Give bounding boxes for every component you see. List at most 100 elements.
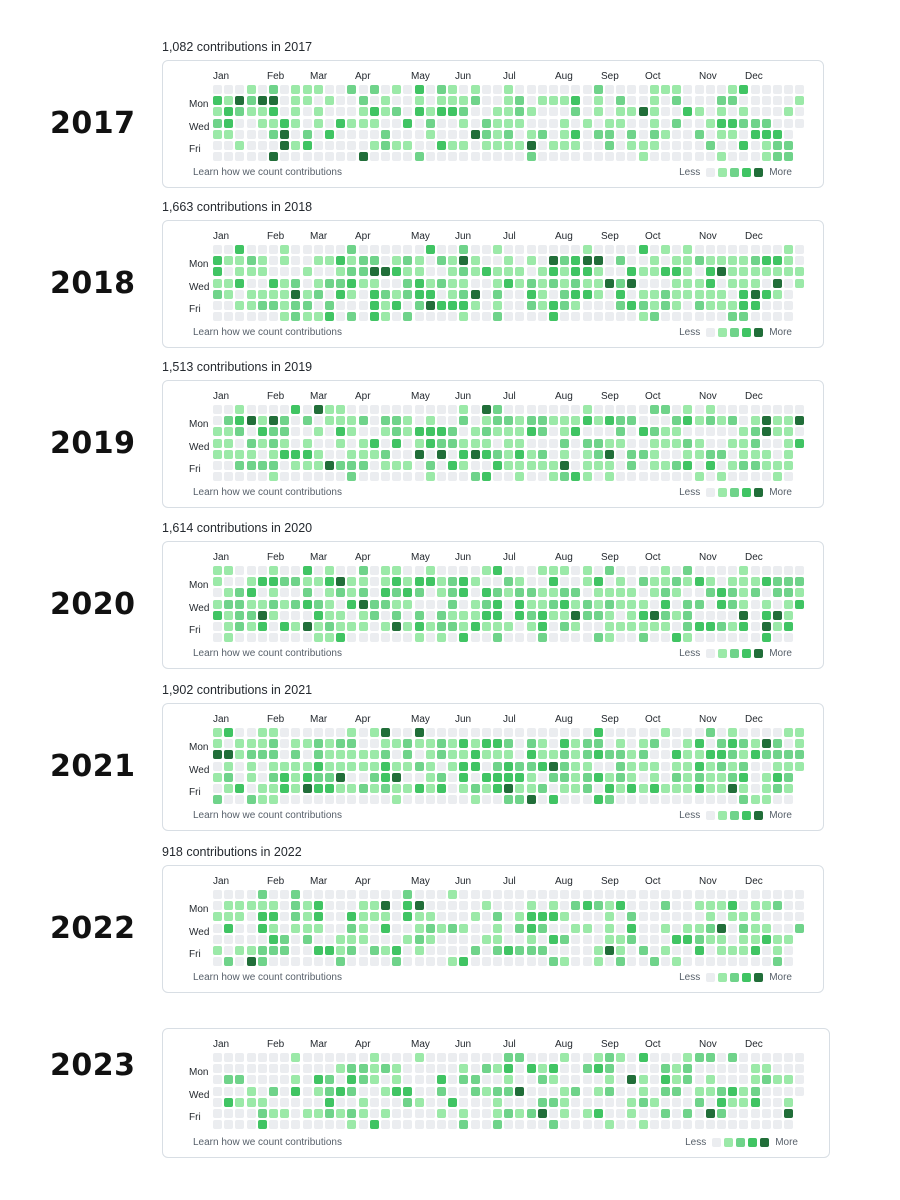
- contribution-day[interactable]: [661, 245, 670, 254]
- contribution-day[interactable]: [302, 129, 312, 139]
- contribution-day[interactable]: [638, 1086, 648, 1096]
- contribution-day[interactable]: [403, 633, 413, 643]
- contribution-day[interactable]: [235, 245, 245, 254]
- contribution-day[interactable]: [325, 761, 334, 771]
- contribution-day[interactable]: [470, 1053, 480, 1062]
- contribution-day[interactable]: [705, 449, 715, 459]
- contribution-day[interactable]: [705, 946, 715, 955]
- contribution-day[interactable]: [269, 312, 278, 322]
- contribution-day[interactable]: [358, 772, 368, 782]
- contribution-day[interactable]: [493, 1120, 502, 1130]
- contribution-day[interactable]: [683, 438, 693, 448]
- contribution-day[interactable]: [705, 289, 715, 299]
- contribution-day[interactable]: [761, 472, 771, 482]
- contribution-day[interactable]: [549, 289, 558, 299]
- contribution-day[interactable]: [269, 129, 278, 139]
- contribution-day[interactable]: [358, 577, 368, 587]
- contribution-day[interactable]: [773, 1109, 782, 1118]
- contribution-day[interactable]: [302, 633, 312, 643]
- contribution-day[interactable]: [694, 728, 704, 737]
- contribution-day[interactable]: [616, 1120, 626, 1130]
- contribution-day[interactable]: [381, 245, 390, 254]
- contribution-day[interactable]: [593, 427, 603, 437]
- contribution-day[interactable]: [761, 901, 771, 911]
- contribution-day[interactable]: [414, 152, 424, 162]
- contribution-day[interactable]: [750, 267, 760, 277]
- contribution-day[interactable]: [784, 107, 794, 117]
- contribution-day[interactable]: [571, 129, 581, 139]
- contribution-day[interactable]: [582, 923, 592, 933]
- contribution-day[interactable]: [616, 1097, 626, 1107]
- contribution-day[interactable]: [728, 301, 738, 310]
- contribution-day[interactable]: [358, 610, 368, 620]
- contribution-day[interactable]: [325, 946, 334, 955]
- contribution-day[interactable]: [582, 784, 592, 793]
- contribution-day[interactable]: [459, 85, 469, 94]
- contribution-day[interactable]: [526, 129, 536, 139]
- contribution-day[interactable]: [448, 912, 458, 922]
- contribution-day[interactable]: [403, 750, 413, 760]
- contribution-day[interactable]: [717, 461, 726, 470]
- contribution-day[interactable]: [784, 301, 794, 310]
- contribution-day[interactable]: [593, 472, 603, 482]
- contribution-day[interactable]: [672, 449, 682, 459]
- contribution-day[interactable]: [336, 312, 346, 322]
- contribution-day[interactable]: [437, 289, 446, 299]
- contribution-day[interactable]: [739, 566, 749, 575]
- contribution-day[interactable]: [605, 923, 614, 933]
- contribution-day[interactable]: [571, 416, 581, 426]
- contribution-day[interactable]: [369, 739, 379, 749]
- contribution-day[interactable]: [392, 750, 402, 760]
- contribution-day[interactable]: [784, 610, 794, 620]
- contribution-day[interactable]: [504, 610, 514, 620]
- contribution-day[interactable]: [403, 761, 413, 771]
- contribution-day[interactable]: [661, 301, 670, 310]
- contribution-day[interactable]: [257, 1053, 267, 1062]
- contribution-day[interactable]: [470, 566, 480, 575]
- contribution-day[interactable]: [616, 795, 626, 805]
- contribution-day[interactable]: [705, 599, 715, 609]
- contribution-day[interactable]: [504, 278, 514, 288]
- contribution-day[interactable]: [549, 1086, 558, 1096]
- contribution-day[interactable]: [560, 427, 570, 437]
- contribution-day[interactable]: [672, 256, 682, 266]
- contribution-day[interactable]: [347, 118, 357, 128]
- contribution-day[interactable]: [213, 795, 222, 805]
- contribution-day[interactable]: [515, 761, 525, 771]
- contribution-day[interactable]: [627, 795, 637, 805]
- contribution-day[interactable]: [773, 1064, 782, 1074]
- contribution-day[interactable]: [347, 588, 357, 598]
- contribution-day[interactable]: [593, 957, 603, 967]
- contribution-day[interactable]: [325, 278, 334, 288]
- contribution-day[interactable]: [683, 472, 693, 482]
- contribution-day[interactable]: [593, 256, 603, 266]
- contribution-day[interactable]: [347, 152, 357, 162]
- contribution-day[interactable]: [549, 141, 558, 150]
- contribution-day[interactable]: [571, 1053, 581, 1062]
- contribution-day[interactable]: [694, 85, 704, 94]
- contribution-day[interactable]: [784, 739, 794, 749]
- contribution-day[interactable]: [448, 622, 458, 631]
- contribution-day[interactable]: [325, 923, 334, 933]
- contribution-day[interactable]: [627, 934, 637, 944]
- contribution-day[interactable]: [291, 267, 301, 277]
- contribution-day[interactable]: [392, 438, 402, 448]
- contribution-day[interactable]: [571, 1064, 581, 1074]
- contribution-day[interactable]: [526, 728, 536, 737]
- contribution-day[interactable]: [302, 728, 312, 737]
- contribution-day[interactable]: [459, 577, 469, 587]
- contribution-day[interactable]: [213, 728, 222, 737]
- contribution-day[interactable]: [672, 901, 682, 911]
- contribution-day[interactable]: [269, 750, 278, 760]
- contribution-day[interactable]: [325, 301, 334, 310]
- contribution-day[interactable]: [392, 784, 402, 793]
- contribution-day[interactable]: [358, 278, 368, 288]
- contribution-day[interactable]: [403, 1097, 413, 1107]
- contribution-day[interactable]: [515, 472, 525, 482]
- contribution-day[interactable]: [549, 118, 558, 128]
- contribution-day[interactable]: [358, 1097, 368, 1107]
- contribution-day[interactable]: [560, 416, 570, 426]
- contribution-day[interactable]: [593, 85, 603, 94]
- contribution-day[interactable]: [784, 152, 794, 162]
- contribution-day[interactable]: [705, 923, 715, 933]
